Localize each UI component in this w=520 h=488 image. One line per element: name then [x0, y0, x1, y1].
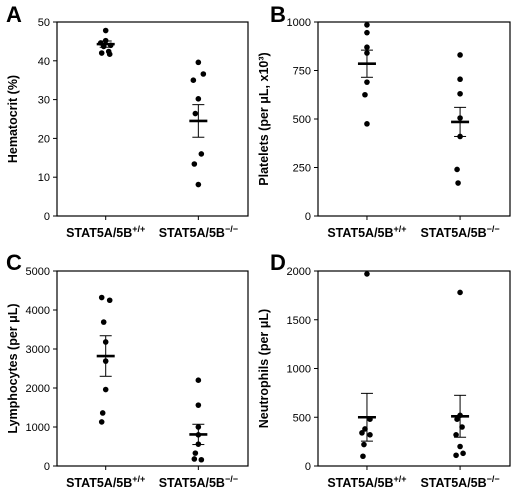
data-point [364, 121, 370, 127]
category-label: STAT5A/5B+/+ [327, 474, 406, 488]
panel-d: D 0 500 1000 1500 2000 Neutrophils (per μL) STA… [257, 250, 511, 488]
data-point [359, 430, 365, 436]
data-point [454, 166, 460, 173]
y-tick-label: 0 [305, 461, 311, 473]
panel-b: B 0 250 500 750 1000 Platelets (per μL, x10³) S… [257, 2, 511, 240]
y-tick-label: 500 [293, 114, 311, 126]
y-tick-label: 2000 [287, 266, 311, 278]
y-tick-label: 0 [305, 211, 311, 223]
data-point [190, 77, 197, 83]
panel-c: C 0 1000 2000 3000 4000 5000 Lymphocytes (per μ… [6, 250, 249, 488]
data-point [364, 271, 370, 277]
y-tick-label: 30 [38, 95, 50, 107]
data-point [100, 319, 107, 325]
data-point [192, 110, 199, 117]
data-point [191, 456, 198, 462]
y-axis-title: Hematocrit (%) [6, 75, 20, 163]
data-point [106, 297, 113, 304]
y-tick-label: 0 [44, 211, 50, 223]
data-point [459, 424, 465, 430]
y-tick-label: 250 [293, 163, 311, 175]
data-point [198, 456, 205, 463]
data-point [457, 52, 463, 58]
data-point [99, 410, 106, 416]
panel-letter: B [270, 2, 286, 27]
y-tick-label: 500 [293, 412, 311, 424]
data-point [195, 377, 202, 384]
data-point [457, 90, 463, 97]
data-point [364, 79, 370, 85]
y-tick-label: 1000 [26, 422, 50, 434]
y-tick-label: 2000 [26, 383, 50, 395]
category-label: STAT5A/5B−/− [420, 474, 499, 488]
panel-letter: C [6, 250, 22, 275]
data-point [454, 416, 460, 423]
data-point [364, 22, 370, 28]
data-point [195, 59, 202, 66]
data-point [455, 180, 461, 186]
data-point [362, 426, 368, 432]
plot-frame [56, 21, 249, 217]
y-tick-label: 1000 [287, 364, 311, 376]
category-label: STAT5A/5B+/+ [66, 224, 145, 240]
category-label: STAT5A/5B+/+ [66, 474, 145, 488]
y-tick-label: 1500 [287, 315, 311, 327]
data-point [102, 386, 109, 393]
y-tick-label: 50 [38, 17, 50, 29]
data-point [460, 450, 466, 457]
data-point [453, 452, 459, 459]
data-point [198, 151, 205, 157]
data-point [102, 27, 109, 34]
y-tick-label: 750 [293, 66, 311, 78]
plot-frame [317, 21, 511, 217]
data-point [360, 453, 366, 460]
data-point [195, 181, 202, 188]
y-tick-label: 3000 [26, 344, 50, 356]
data-point [195, 402, 202, 408]
y-axis-title: Lymphocytes (per μL) [6, 303, 20, 433]
panel-letter: D [270, 250, 286, 275]
data-point [457, 289, 463, 296]
data-point [367, 432, 373, 438]
panel-letter: A [6, 2, 22, 27]
category-label: STAT5A/5B+/+ [327, 224, 406, 240]
data-point [98, 419, 105, 425]
plot-frame [56, 270, 249, 467]
panel-a: A 0 10 20 30 40 50 Hematocrit (%) STAT5A/5B+/+ ST… [6, 2, 249, 240]
data-point [191, 161, 198, 167]
y-axis-title: Neutrophils (per μL) [257, 309, 271, 428]
data-point [457, 443, 463, 450]
data-point [200, 71, 207, 77]
y-tick-label: 0 [44, 461, 50, 473]
data-point [195, 96, 202, 102]
data-point [98, 50, 105, 56]
data-point [106, 51, 113, 58]
y-tick-label: 10 [38, 172, 50, 184]
data-point [457, 76, 463, 83]
plot-frame [317, 270, 511, 467]
y-tick-label: 1000 [287, 17, 311, 29]
data-point [453, 432, 459, 438]
category-label: STAT5A/5B−/− [159, 224, 238, 240]
category-label: STAT5A/5B−/− [420, 224, 499, 240]
y-tick-label: 20 [38, 133, 50, 145]
y-tick-label: 4000 [26, 305, 50, 317]
data-point [362, 91, 368, 98]
y-tick-label: 5000 [26, 266, 50, 278]
data-point [98, 294, 105, 301]
y-axis-title: Platelets (per μL, x10³) [257, 52, 271, 185]
data-point [364, 29, 370, 36]
data-point [364, 44, 370, 51]
category-label: STAT5A/5B−/− [159, 474, 238, 488]
data-point [361, 441, 367, 448]
data-point [192, 450, 199, 456]
y-tick-label: 40 [38, 56, 50, 68]
